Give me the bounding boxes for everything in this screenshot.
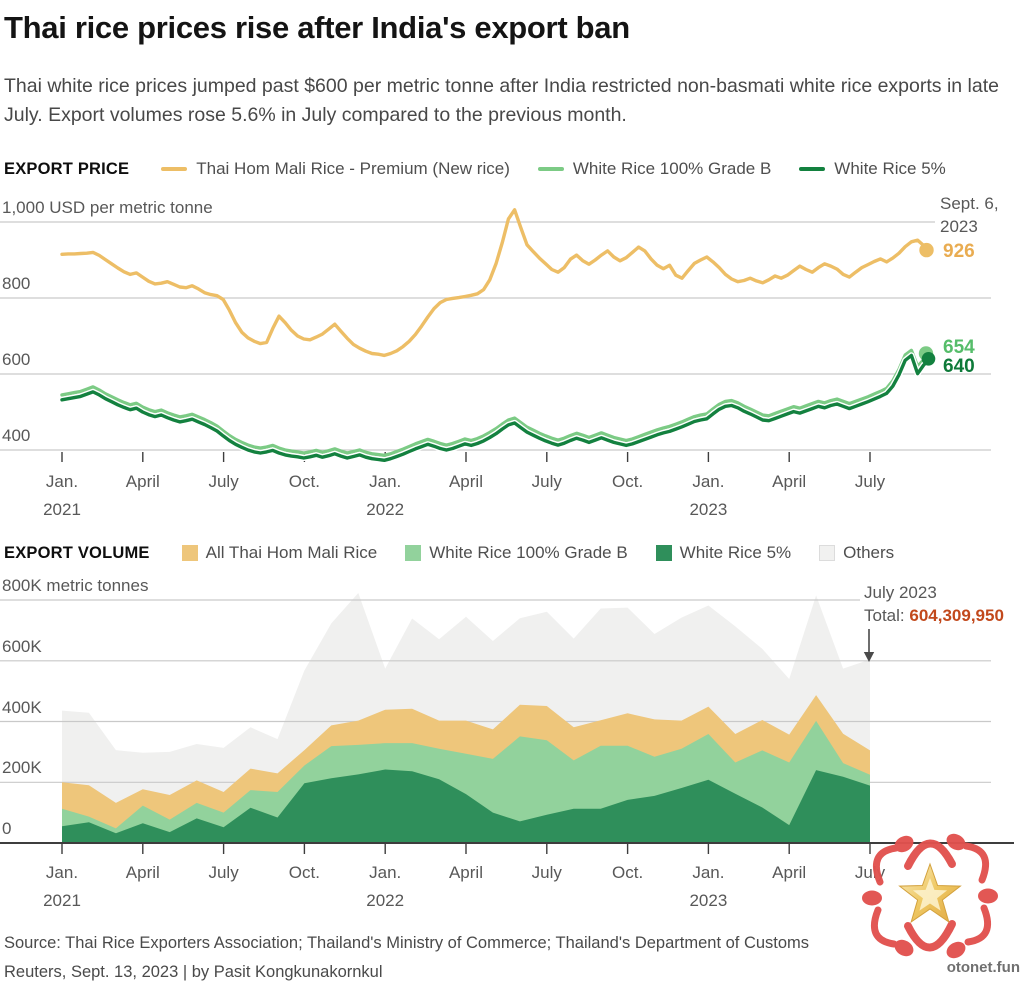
legend-swatch-icon — [161, 167, 188, 171]
page-title: Thai rice prices rise after India's expo… — [4, 10, 630, 45]
price-annotation-date: Sept. 6, 2023 — [940, 193, 999, 239]
x-axis-label: Jan. — [692, 472, 725, 491]
x-axis-year-label: 2023 — [689, 500, 728, 519]
x-axis-label: April — [772, 472, 807, 491]
x-axis-year-label: 2022 — [366, 500, 405, 519]
x-axis-label: Oct. — [612, 863, 644, 882]
legend-item: White Rice 100% Grade B — [405, 543, 628, 563]
x-axis-year-label: 2021 — [43, 500, 81, 519]
legend-item: White Rice 100% Grade B — [537, 159, 772, 179]
watermark-figures-arms — [871, 839, 991, 952]
price-legend-items: Thai Hom Mali Rice - Premium (New rice) W… — [161, 159, 974, 179]
legend-item: Others — [819, 543, 894, 563]
legend-item: Thai Hom Mali Rice - Premium (New rice) — [161, 159, 510, 179]
x-axis-label: July — [854, 472, 886, 491]
legend-item: All Thai Hom Mali Rice — [181, 543, 378, 563]
watermark-star-highlight — [912, 878, 948, 911]
end-dot-white5 — [921, 352, 936, 366]
watermark-emblem: otonet.fun — [862, 833, 1022, 978]
legend-swatch-icon — [181, 545, 198, 561]
x-axis-label: Jan. — [45, 472, 79, 491]
x-axis-label: April — [448, 472, 483, 491]
watermark-text: otonet.fun — [947, 959, 1020, 976]
legend-label: White Rice 100% Grade B — [572, 159, 772, 178]
y-axis-label: 400 — [2, 426, 31, 445]
legend-item: White Rice 5% — [655, 543, 792, 563]
x-axis-year-label: 2021 — [43, 891, 81, 910]
area-white5 — [62, 769, 870, 843]
y-axis-label: 800K metric tonnes — [2, 576, 149, 595]
legend-label: White Rice 5% — [834, 159, 946, 178]
volume-legend: EXPORT VOLUME All Thai Hom Mali Rice Whit… — [4, 543, 922, 563]
legend-label: White Rice 5% — [679, 543, 792, 562]
volume-total-value: 604,309,950 — [909, 605, 1004, 625]
annotation-arrowhead — [863, 652, 875, 662]
series-line-grade-b — [60, 348, 932, 457]
export-price-chart — [0, 208, 991, 464]
legend-swatch-icon — [405, 545, 422, 561]
end-dot-hom-mali — [919, 242, 934, 258]
volume-total-label: Total: — [864, 605, 905, 625]
x-axis-label: July — [531, 472, 562, 491]
x-axis-label: Jan. — [369, 472, 402, 491]
legend-item: White Rice 5% — [799, 159, 946, 179]
volume-annotation-total: Total: 604,309,950 — [864, 605, 1004, 628]
x-axis-label: July — [531, 863, 562, 882]
x-axis-label: Jan. — [692, 863, 725, 882]
x-axis-year-label: 2022 — [366, 891, 405, 910]
source-line: Source: Thai Rice Exporters Association;… — [4, 934, 810, 952]
x-axis-label: April — [448, 863, 483, 882]
volume-annotation: July 2023 Total: 604,309,950 — [864, 582, 1004, 628]
export-volume-chart — [0, 593, 1014, 854]
price-annotation-date-line1: Sept. 6, — [940, 194, 999, 213]
legend-swatch-icon — [537, 167, 564, 171]
x-axis-label: Oct. — [288, 472, 320, 491]
legend-label: White Rice 100% Grade B — [429, 543, 628, 562]
x-axis-label: April — [772, 863, 807, 882]
legend-swatch-icon — [655, 545, 672, 561]
x-axis-label: Oct. — [612, 472, 644, 491]
volume-annotation-date: July 2023 — [864, 583, 937, 602]
legend-swatch-icon — [819, 545, 836, 561]
y-axis-label: 600 — [2, 350, 31, 369]
price-section-label: EXPORT PRICE — [4, 159, 130, 178]
y-axis-label: 1,000 USD per metric tonne — [2, 198, 213, 217]
subtitle: Thai white rice prices jumped past $600 … — [4, 75, 999, 126]
x-axis-label: July — [208, 863, 239, 882]
legend-swatch-icon — [799, 167, 826, 171]
x-axis-label: April — [125, 472, 160, 491]
x-axis-label: Jan. — [45, 863, 79, 882]
watermark-figures-heads — [862, 833, 998, 959]
volume-legend-items: All Thai Hom Mali Rice White Rice 100% Gr… — [181, 543, 923, 563]
y-axis-label: 800 — [2, 274, 31, 293]
price-annotation-date-line2: 2023 — [940, 216, 978, 236]
legend-label: Others — [843, 543, 895, 562]
x-axis-label: Oct. — [288, 863, 320, 882]
y-axis-label: 600K — [2, 637, 42, 656]
price-legend: EXPORT PRICE Thai Hom Mali Rice - Premiu… — [4, 159, 974, 179]
x-axis-label: April — [125, 863, 160, 882]
price-end-value-grade-b: 654 — [943, 337, 975, 358]
series-line-hom-mali — [60, 208, 932, 358]
series-line-white5 — [60, 353, 932, 462]
x-axis-label: Jan. — [369, 863, 402, 882]
y-axis-label: 200K — [2, 758, 42, 777]
price-end-value-hom-mali: 926 — [943, 241, 975, 262]
y-axis-label: 400K — [2, 698, 42, 717]
credit-line: Reuters, Sept. 13, 2023 | by Pasit Kongk… — [4, 963, 383, 981]
x-axis-year-label: 2023 — [689, 891, 728, 910]
price-end-value-white5: 640 — [943, 356, 975, 377]
x-axis-label: July — [208, 472, 239, 491]
y-axis-label: 0 — [2, 819, 12, 838]
legend-label: Thai Hom Mali Rice - Premium (New rice) — [196, 159, 510, 178]
volume-section-label: EXPORT VOLUME — [4, 543, 150, 562]
legend-label: All Thai Hom Mali Rice — [205, 543, 378, 562]
